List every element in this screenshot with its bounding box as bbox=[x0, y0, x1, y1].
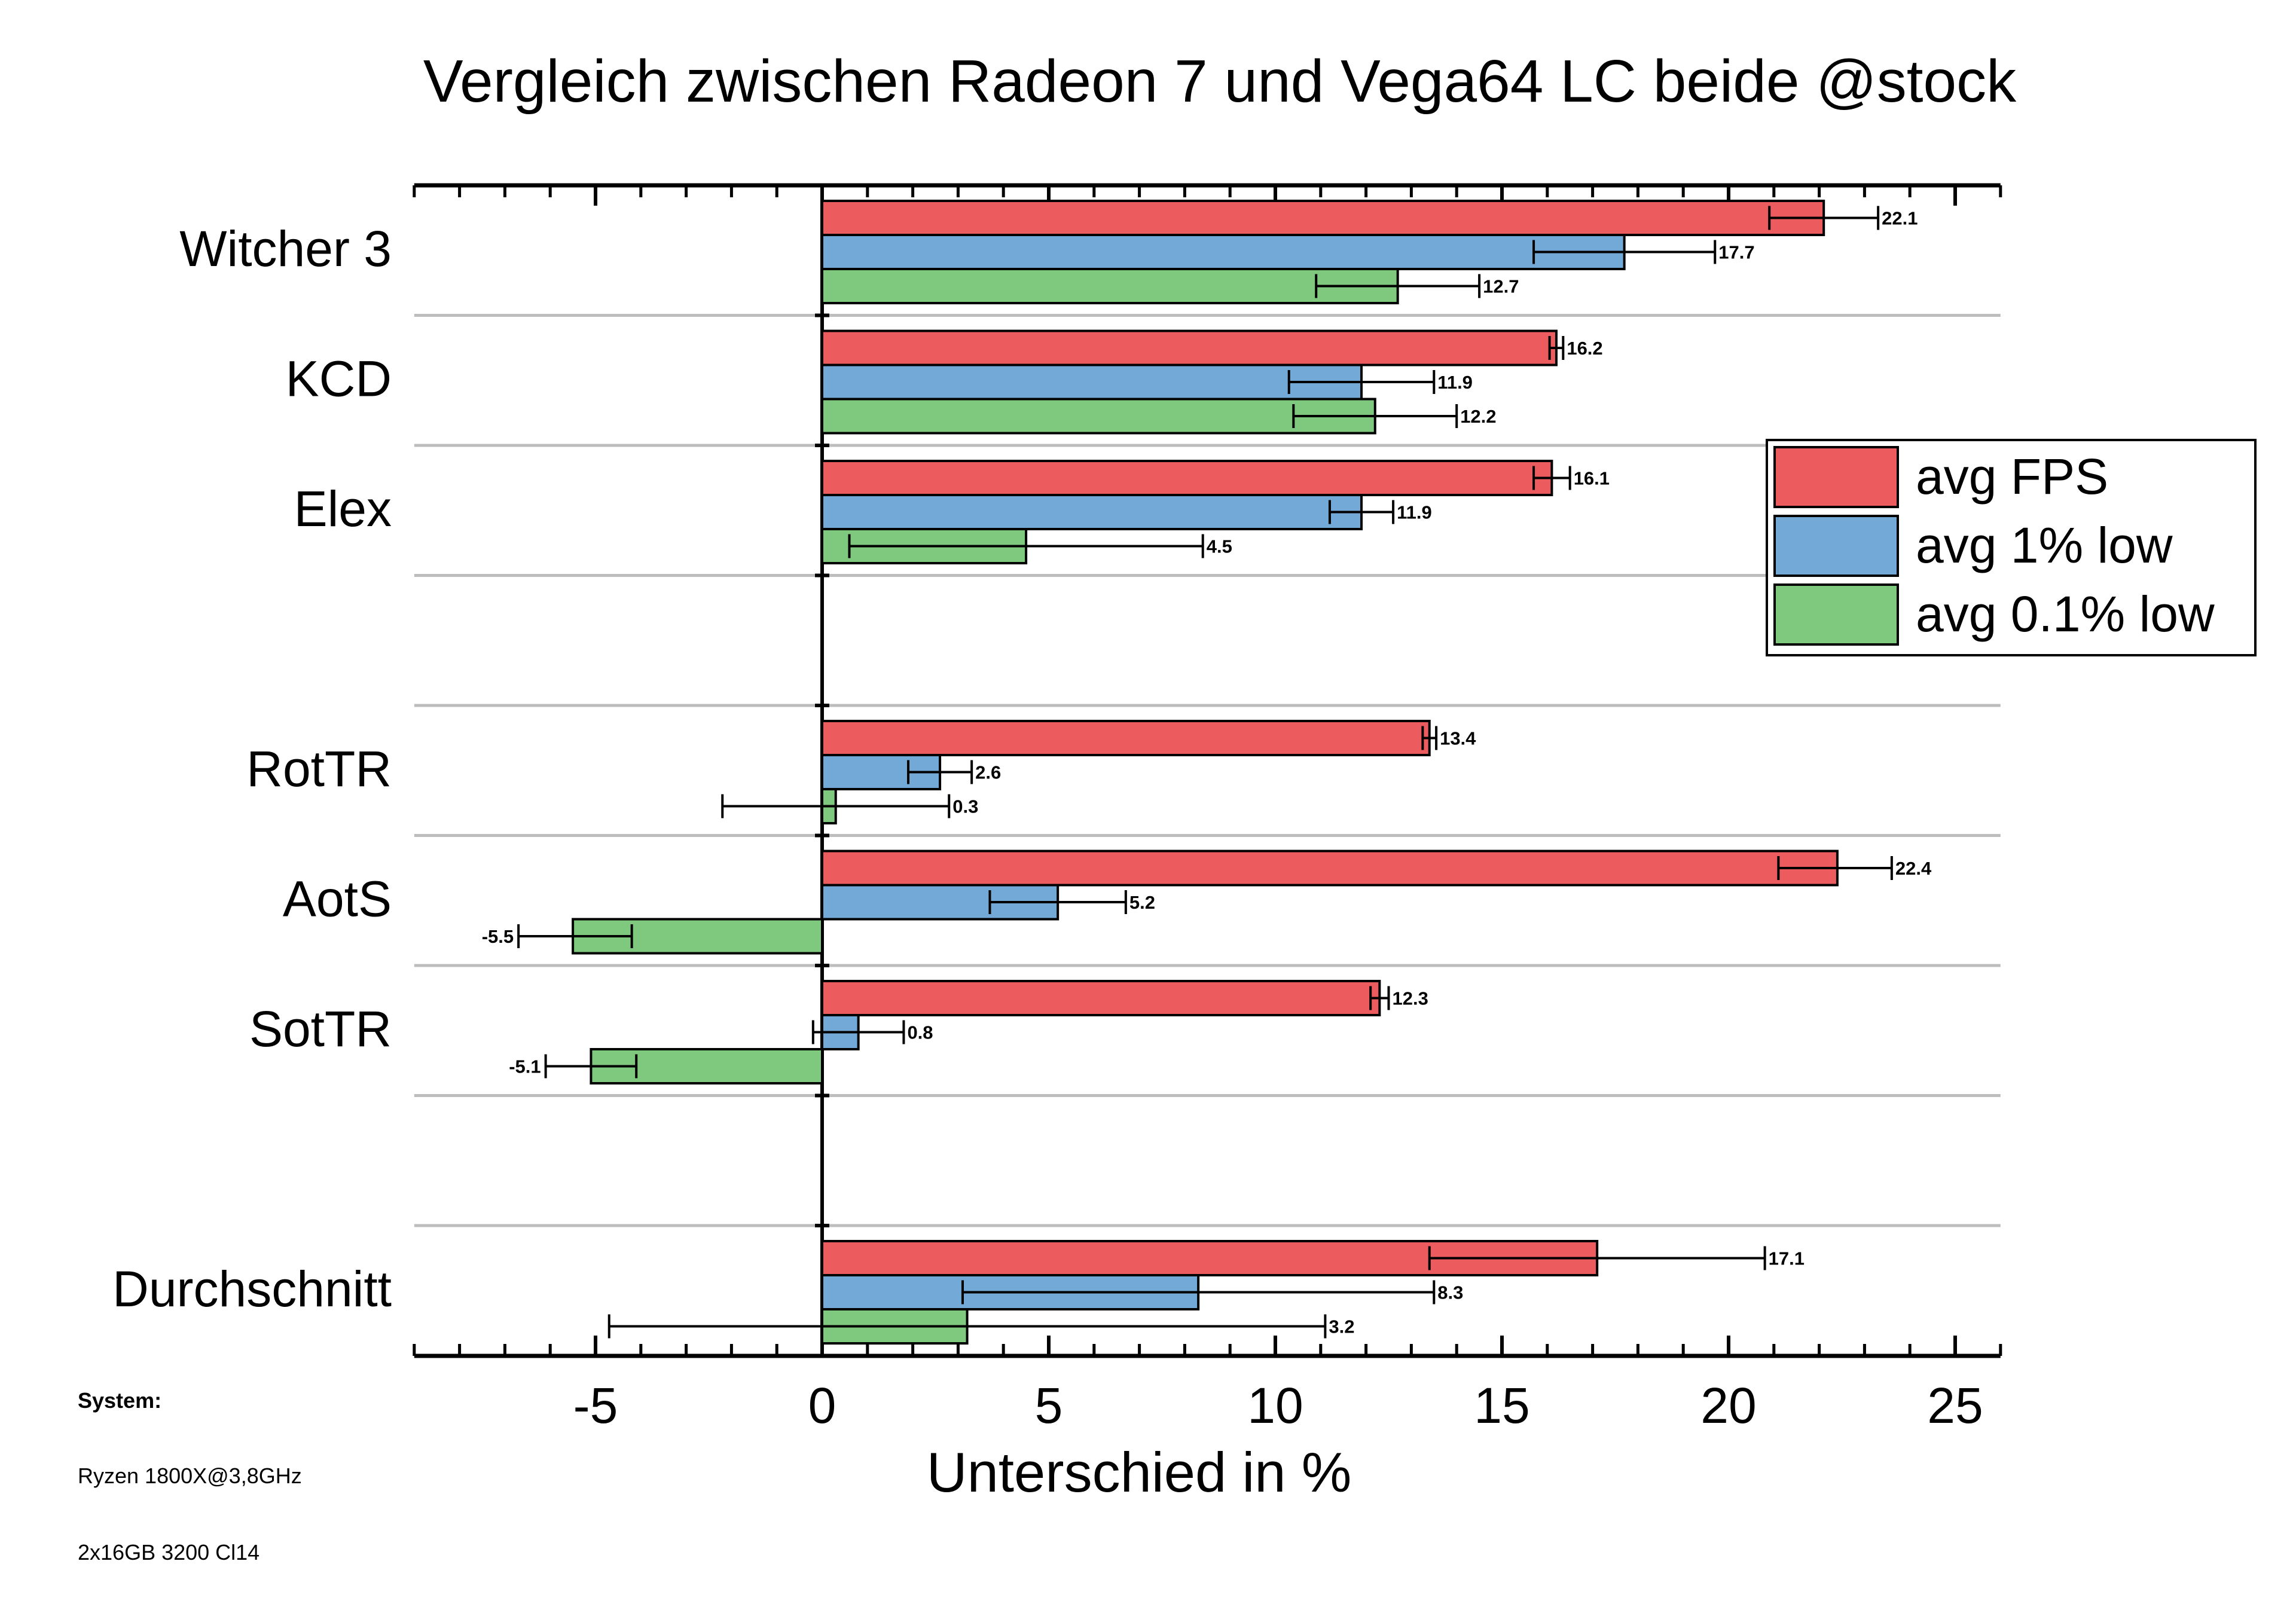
bar bbox=[821, 200, 1825, 236]
value-label: 12.3 bbox=[1393, 988, 1428, 1009]
bars bbox=[572, 200, 1839, 1345]
value-label: 11.9 bbox=[1437, 372, 1473, 393]
chart-title: Vergleich zwischen Radeon 7 und Vega64 L… bbox=[423, 48, 2017, 115]
value-label: 8.3 bbox=[1437, 1282, 1463, 1303]
separator-lines bbox=[414, 314, 2001, 1227]
category-label: Witcher 3 bbox=[179, 221, 392, 277]
value-label: -5.5 bbox=[482, 926, 514, 947]
category-label: AotS bbox=[283, 871, 392, 927]
value-label: 16.1 bbox=[1574, 468, 1610, 489]
value-labels: 22.1 17.7 12.7 16.2 11.9 12.2 16.1 11.9 4.5 13.4 2… bbox=[482, 208, 1932, 1337]
bar bbox=[821, 268, 1399, 304]
category-label: Elex bbox=[294, 481, 392, 537]
category-label: SotTR bbox=[249, 1001, 392, 1057]
value-label: 22.4 bbox=[1895, 858, 1932, 879]
x-tick-label: 15 bbox=[1474, 1377, 1529, 1434]
value-label: 12.7 bbox=[1483, 276, 1519, 297]
x-tick-label: -5 bbox=[573, 1377, 618, 1434]
x-tick-label: 5 bbox=[1035, 1377, 1063, 1434]
legend-swatch bbox=[1773, 583, 1899, 646]
bar bbox=[821, 329, 1558, 366]
bar bbox=[821, 398, 1376, 435]
value-label: 16.2 bbox=[1567, 338, 1602, 359]
value-label: 2.6 bbox=[975, 762, 1001, 783]
legend: avg FPS avg 1% low avg 0.1% low bbox=[1766, 439, 2257, 656]
x-tick-label: 20 bbox=[1700, 1377, 1756, 1434]
x-tick-label: 10 bbox=[1247, 1377, 1303, 1434]
system-ram: 2x16GB 3200 Cl14 bbox=[78, 1540, 260, 1565]
x-tick-label: 25 bbox=[1927, 1377, 1983, 1434]
value-label: 0.8 bbox=[907, 1022, 933, 1043]
legend-label: avg 0.1% low bbox=[1916, 586, 2215, 642]
value-label: 5.2 bbox=[1129, 892, 1155, 913]
value-label: 17.1 bbox=[1769, 1248, 1805, 1269]
x-tick-label: 0 bbox=[808, 1377, 836, 1434]
legend-swatch bbox=[1773, 515, 1899, 577]
category-label: KCD bbox=[286, 351, 392, 407]
legend-swatch bbox=[1773, 446, 1899, 508]
legend-label: avg FPS bbox=[1916, 448, 2108, 505]
x-axis-label: Unterschied in % bbox=[927, 1441, 1352, 1504]
value-label: 17.7 bbox=[1718, 242, 1754, 263]
error-bars bbox=[517, 206, 1893, 1339]
bar bbox=[821, 363, 1363, 401]
bar bbox=[821, 980, 1381, 1016]
bar bbox=[821, 494, 1363, 530]
bar bbox=[821, 720, 1431, 756]
value-label: -5.1 bbox=[509, 1056, 541, 1077]
value-label: 11.9 bbox=[1397, 502, 1432, 523]
category-label: RotTR bbox=[246, 741, 392, 797]
category-labels: Witcher 3 KCD Elex RotTR AotS SotTR Durchschni… bbox=[112, 221, 392, 1317]
x-tick-labels: -5 0 5 10 15 20 25 bbox=[573, 1377, 1983, 1434]
value-label: 12.2 bbox=[1460, 406, 1496, 427]
value-label: 4.5 bbox=[1207, 536, 1232, 557]
value-label: 22.1 bbox=[1882, 208, 1918, 229]
value-label: 13.4 bbox=[1440, 728, 1476, 749]
value-label: 3.2 bbox=[1329, 1316, 1354, 1337]
bar bbox=[821, 460, 1553, 496]
bar bbox=[821, 234, 1626, 270]
legend-label: avg 1% low bbox=[1916, 517, 2173, 573]
category-label: Durchschnitt bbox=[112, 1261, 392, 1317]
value-label: 0.3 bbox=[952, 796, 978, 817]
system-cpu: Ryzen 1800X@3,8GHz bbox=[78, 1464, 302, 1488]
system-heading: System: bbox=[78, 1388, 162, 1413]
bar bbox=[821, 850, 1839, 887]
